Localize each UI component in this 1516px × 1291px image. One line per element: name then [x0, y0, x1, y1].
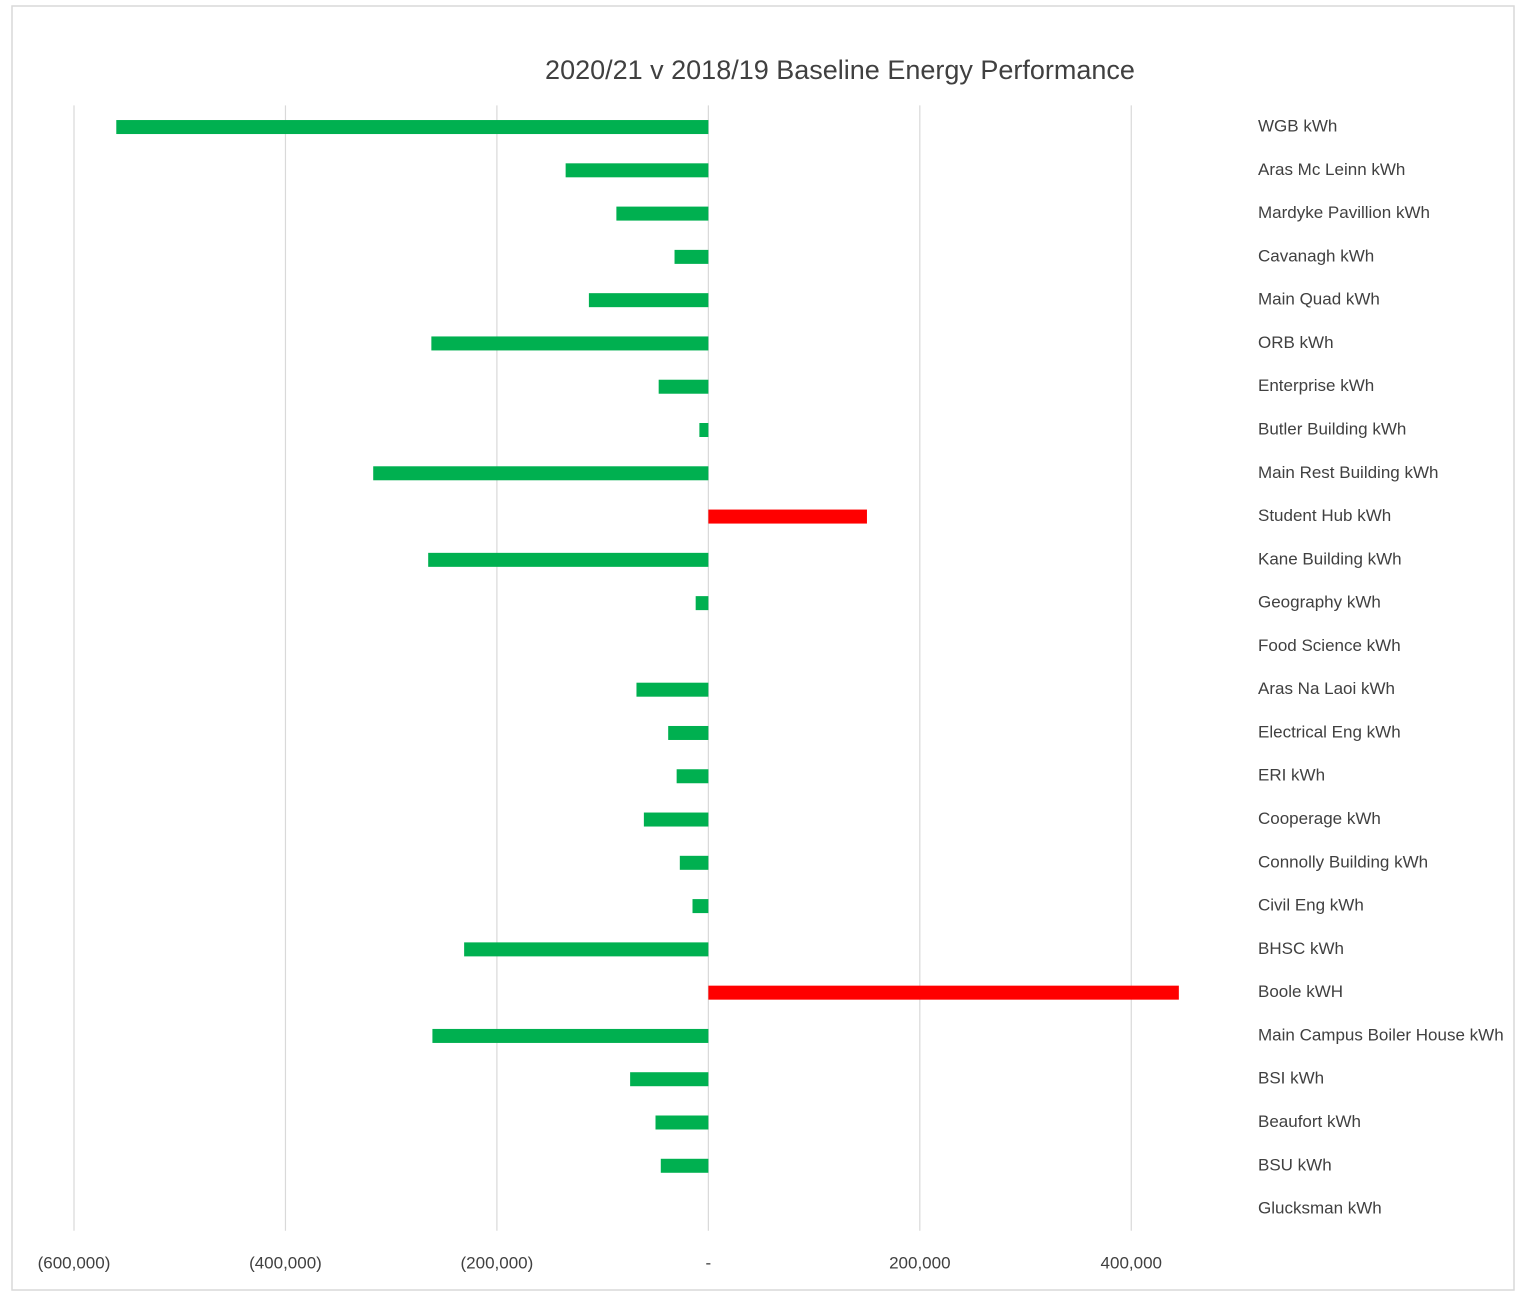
bar — [695, 596, 709, 611]
x-tick-label: (400,000) — [249, 1253, 322, 1272]
category-label: ORB kWh — [1258, 333, 1334, 352]
bar — [660, 1158, 709, 1173]
bar — [708, 509, 867, 524]
chart-title: 2020/21 v 2018/19 Baseline Energy Perfor… — [545, 55, 1135, 85]
category-label: Enterprise kWh — [1258, 376, 1374, 395]
category-label: Cavanagh kWh — [1258, 246, 1374, 265]
category-label: Food Science kWh — [1258, 636, 1401, 655]
bar — [679, 855, 709, 870]
bar — [373, 466, 709, 481]
category-label: BSU kWh — [1258, 1155, 1332, 1174]
category-label: WGB kWh — [1258, 117, 1337, 136]
x-tick-label: (200,000) — [461, 1253, 534, 1272]
category-label: Kane Building kWh — [1258, 549, 1402, 568]
category-label: Civil Eng kWh — [1258, 896, 1364, 915]
category-label: Glucksman kWh — [1258, 1199, 1382, 1218]
category-label: Butler Building kWh — [1258, 419, 1406, 438]
x-tick-label: 400,000 — [1101, 1253, 1162, 1272]
category-label: Mardyke Pavillion kWh — [1258, 203, 1430, 222]
chart-border — [11, 5, 1515, 1291]
category-label: Main Rest Building kWh — [1258, 463, 1438, 482]
bar — [464, 942, 709, 957]
category-label: Main Campus Boiler House kWh — [1258, 1025, 1504, 1044]
bar — [588, 293, 709, 308]
category-label: BHSC kWh — [1258, 939, 1344, 958]
bar — [616, 206, 709, 221]
bar — [699, 423, 709, 438]
category-label: Main Quad kWh — [1258, 290, 1380, 309]
x-tick-label: 200,000 — [889, 1253, 950, 1272]
bar — [676, 769, 709, 784]
bar — [655, 1115, 709, 1130]
bar — [428, 552, 709, 567]
bar — [630, 1072, 709, 1087]
category-label: Beaufort kWh — [1258, 1112, 1361, 1131]
bar — [116, 120, 709, 135]
x-tick-label: - — [706, 1253, 712, 1272]
bar — [636, 682, 709, 697]
category-label: Cooperage kWh — [1258, 809, 1381, 828]
category-label: BSI kWh — [1258, 1069, 1324, 1088]
category-label: Geography kWh — [1258, 593, 1381, 612]
category-label: Aras Na Laoi kWh — [1258, 679, 1395, 698]
category-label: Boole kWH — [1258, 982, 1343, 1001]
bar — [565, 163, 709, 178]
x-tick-label: (600,000) — [38, 1253, 111, 1272]
bar — [692, 899, 709, 914]
bar — [658, 379, 709, 394]
category-label: Student Hub kWh — [1258, 506, 1391, 525]
bar — [432, 1028, 709, 1043]
bar — [668, 725, 709, 740]
bar — [431, 336, 709, 351]
bar — [708, 985, 1179, 1000]
bar — [643, 812, 709, 827]
category-label: Aras Mc Leinn kWh — [1258, 160, 1405, 179]
category-label: Electrical Eng kWh — [1258, 722, 1401, 741]
bar — [674, 249, 709, 264]
category-label: Connolly Building kWh — [1258, 852, 1428, 871]
category-label: ERI kWh — [1258, 766, 1325, 785]
